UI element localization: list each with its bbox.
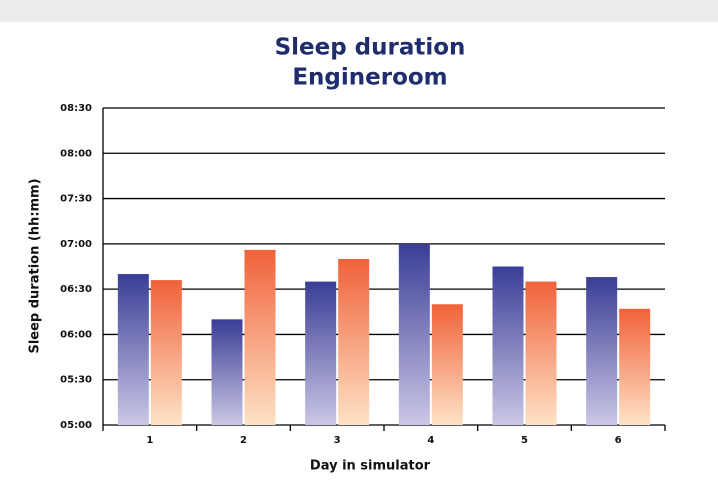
x-tick-label: 5 xyxy=(521,435,528,446)
bar xyxy=(398,243,430,425)
bar xyxy=(150,280,182,425)
y-tick-label: 07:30 xyxy=(60,194,92,205)
chart-title: Sleep duration xyxy=(275,35,466,61)
y-tick-label: 06:00 xyxy=(60,329,92,340)
y-tick-label: 08:00 xyxy=(60,148,92,159)
x-tick-label: 4 xyxy=(427,435,434,446)
bar xyxy=(525,281,557,425)
bar xyxy=(619,308,651,425)
y-tick-label: 05:30 xyxy=(60,375,92,386)
y-axis-label: Sleep duration (hh:mm) xyxy=(28,178,43,353)
bar xyxy=(244,249,276,425)
bar xyxy=(338,258,370,425)
x-tick-label: 6 xyxy=(615,435,622,446)
x-axis-label: Day in simulator xyxy=(310,459,431,474)
y-tick-label: 05:00 xyxy=(60,420,92,431)
x-tick-label: 2 xyxy=(240,435,247,446)
chart-title: Engineroom xyxy=(292,65,447,91)
bar xyxy=(117,274,149,425)
y-tick-label: 06:30 xyxy=(60,284,92,295)
y-tick-label: 07:00 xyxy=(60,239,92,250)
y-tick-label: 08:30 xyxy=(60,103,92,114)
bar xyxy=(305,281,337,425)
x-tick-label: 3 xyxy=(334,435,341,446)
bar xyxy=(431,304,463,425)
bar xyxy=(492,266,524,425)
bar xyxy=(211,319,243,425)
x-tick-label: 1 xyxy=(146,435,153,446)
bar xyxy=(586,277,618,425)
top-strip xyxy=(0,0,718,22)
